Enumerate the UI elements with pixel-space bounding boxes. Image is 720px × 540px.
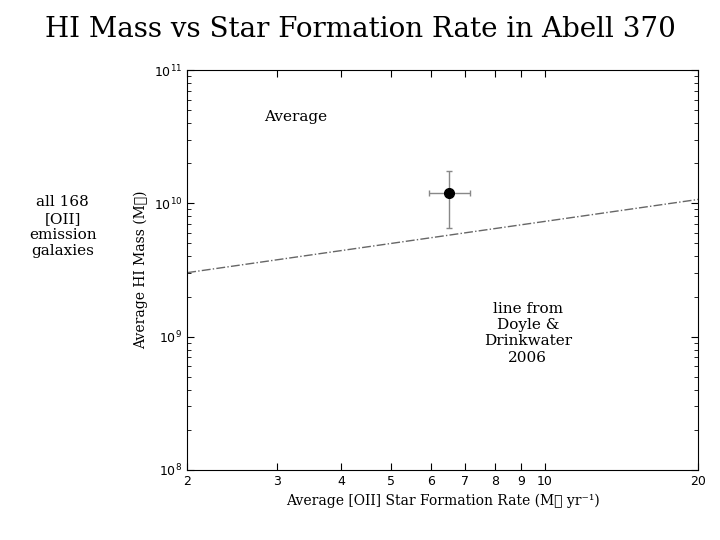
- Text: HI Mass vs Star Formation Rate in Abell 370: HI Mass vs Star Formation Rate in Abell …: [45, 16, 675, 43]
- Text: line from
Doyle &
Drinkwater
2006: line from Doyle & Drinkwater 2006: [484, 302, 572, 364]
- X-axis label: Average [OII] Star Formation Rate (M☉ yr⁻¹): Average [OII] Star Formation Rate (M☉ yr…: [286, 493, 600, 508]
- Text: all 168
[OII]
emission
galaxies: all 168 [OII] emission galaxies: [29, 195, 96, 258]
- Y-axis label: Average HI Mass (M☉): Average HI Mass (M☉): [134, 191, 148, 349]
- Text: Average: Average: [264, 110, 327, 124]
